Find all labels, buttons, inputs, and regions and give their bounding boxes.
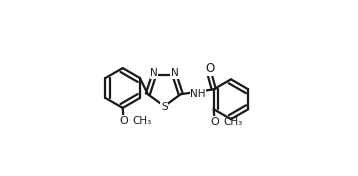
- Text: N: N: [170, 68, 178, 78]
- Text: O: O: [119, 116, 128, 125]
- Text: N: N: [150, 68, 158, 78]
- Text: O: O: [205, 62, 214, 75]
- Text: CH₃: CH₃: [132, 116, 152, 125]
- Text: NH: NH: [190, 89, 206, 99]
- Text: O: O: [210, 117, 219, 127]
- Text: CH₃: CH₃: [224, 117, 243, 127]
- Text: S: S: [161, 102, 168, 112]
